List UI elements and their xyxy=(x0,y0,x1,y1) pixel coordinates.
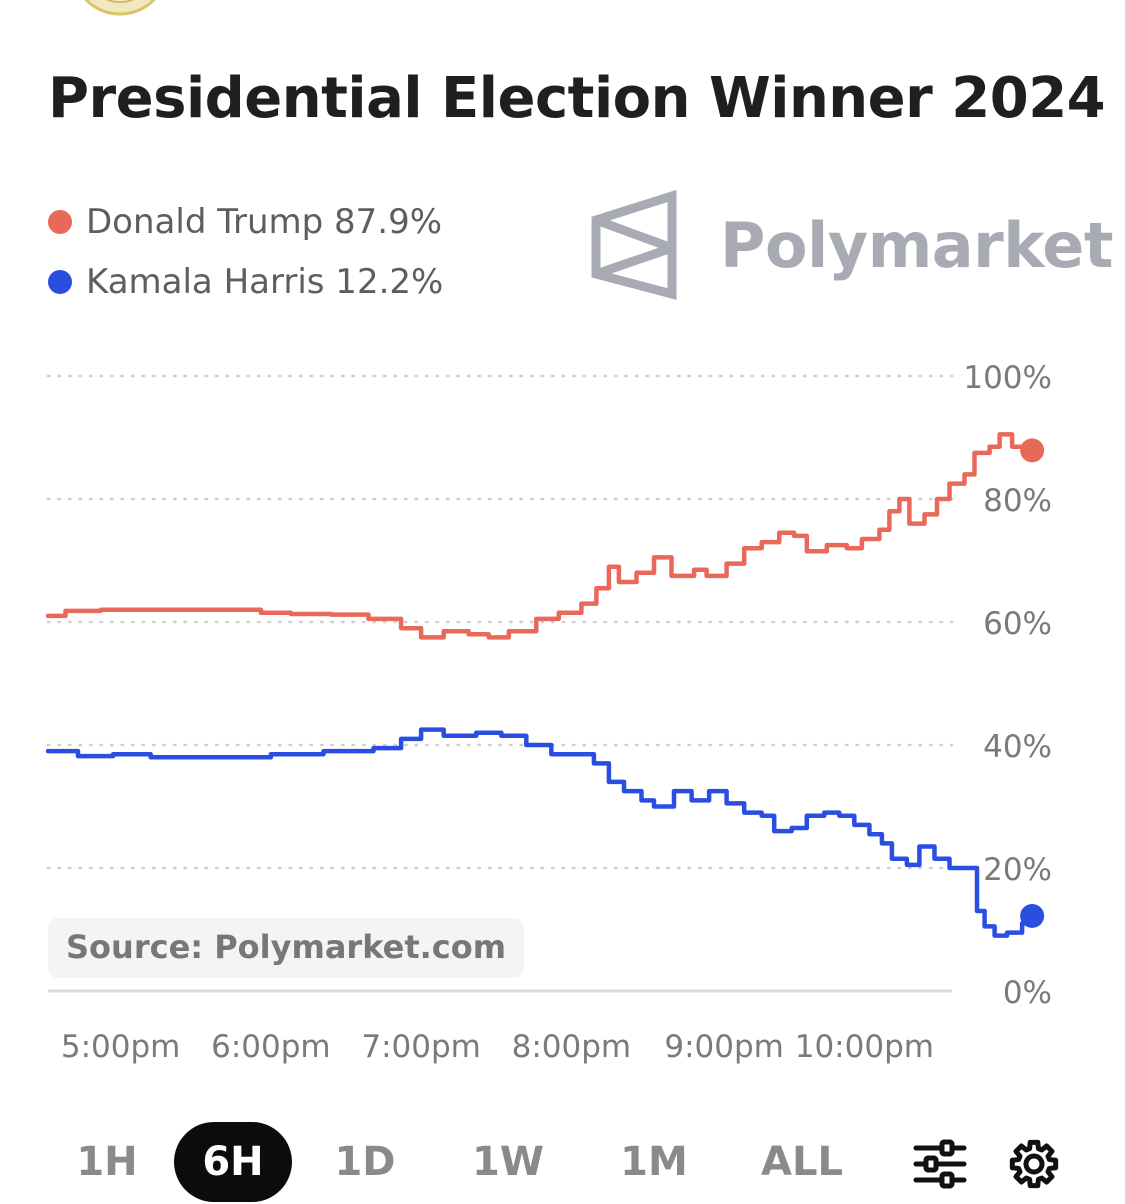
legend-dot-trump xyxy=(48,210,72,234)
polymarket-brand: Polymarket xyxy=(588,190,1113,300)
series-line-trump xyxy=(45,432,1035,640)
legend: Donald Trump 87.9% Kamala Harris 12.2% xyxy=(48,192,443,312)
sliders-icon[interactable] xyxy=(912,1136,968,1192)
brand-name: Polymarket xyxy=(720,208,1113,282)
legend-dot-harris xyxy=(48,270,72,294)
x-tick-label: 5:00pm xyxy=(61,1029,181,1065)
polymarket-logo-icon xyxy=(591,190,677,300)
x-tick-label: 8:00pm xyxy=(512,1029,632,1065)
x-tick-label: 10:00pm xyxy=(795,1029,934,1065)
x-tick-label: 6:00pm xyxy=(211,1029,331,1065)
gear-icon[interactable] xyxy=(1006,1136,1062,1192)
y-tick-label: 20% xyxy=(983,852,1052,888)
series-endpoint-harris xyxy=(1020,903,1045,928)
series-line-harris xyxy=(45,727,1035,938)
chart-title: Presidential Election Winner 2024 xyxy=(48,66,1106,131)
y-tick-label: 100% xyxy=(963,360,1052,396)
y-tick-label: 80% xyxy=(983,483,1052,519)
timeframe-tabs: 1H 6H 1D 1W 1M ALL xyxy=(48,1122,886,1202)
tab-all[interactable]: ALL xyxy=(761,1139,843,1185)
tab-1w[interactable]: 1W xyxy=(472,1139,544,1185)
series-lines xyxy=(45,432,1045,938)
legend-label-harris: Kamala Harris 12.2% xyxy=(86,262,444,302)
tab-6h[interactable]: 6H xyxy=(174,1122,292,1202)
x-axis-ticks: 5:00pm 6:00pm 7:00pm 8:00pm 9:00pm 10:00pm xyxy=(61,1029,934,1065)
series-endpoint-trump xyxy=(1020,438,1045,463)
legend-item-trump: Donald Trump 87.9% xyxy=(48,192,443,252)
y-tick-label: 0% xyxy=(1003,975,1052,1011)
tab-1d[interactable]: 1D xyxy=(334,1139,396,1185)
legend-item-harris: Kamala Harris 12.2% xyxy=(48,252,443,312)
y-axis-ticks: 100% 80% 60% 40% 20% 0% xyxy=(963,360,1052,1011)
tab-1m[interactable]: 1M xyxy=(620,1139,688,1185)
seal-logo-icon: E S · S xyxy=(84,0,156,16)
x-tick-label: 9:00pm xyxy=(664,1029,784,1065)
source-badge: Source: Polymarket.com xyxy=(48,918,525,978)
legend-label-trump: Donald Trump 87.9% xyxy=(86,202,443,242)
y-tick-label: 60% xyxy=(983,606,1052,642)
y-tick-label: 40% xyxy=(983,729,1052,765)
price-chart[interactable]: 100% 80% 60% 40% 20% 0% 5:00pm 6:00pm 7:00pm 8:0… xyxy=(0,340,1125,1080)
tab-1h[interactable]: 1H xyxy=(76,1139,138,1185)
grid xyxy=(46,374,954,993)
x-tick-label: 7:00pm xyxy=(361,1029,481,1065)
